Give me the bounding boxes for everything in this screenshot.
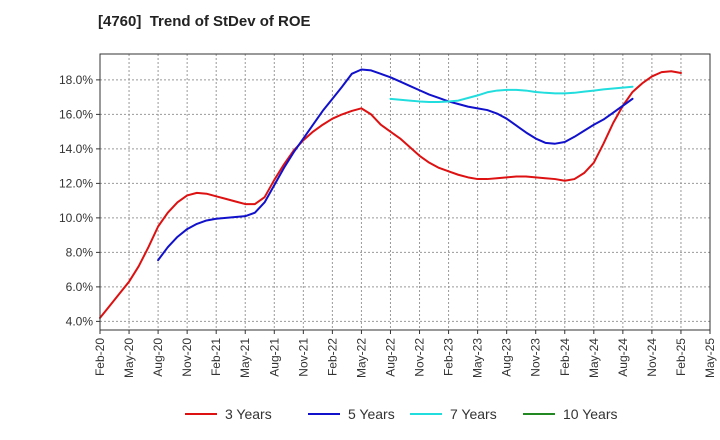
legend: 3 Years 5 Years 7 Years 10 Years (185, 406, 618, 422)
plot-frame (99, 53, 711, 331)
x-tick-label: Feb-24 (558, 338, 572, 376)
y-tick-label: 10.0% (59, 211, 93, 225)
axes: Feb-20 May-20 Aug-20 Nov-20 Feb-21 May-21 Aug-… (59, 53, 717, 378)
x-tick-label: Nov-20 (180, 338, 194, 377)
x-tick-label: Feb-23 (442, 338, 456, 376)
x-tick-label: Feb-20 (93, 338, 107, 376)
x-tick-label: Nov-24 (645, 338, 659, 377)
legend-label: 5 Years (348, 406, 395, 422)
y-tick-label: 14.0% (59, 142, 93, 156)
x-tick-label: Nov-21 (296, 338, 310, 377)
x-tick-label: May-23 (471, 338, 485, 378)
x-tick-label: Aug-21 (267, 338, 281, 377)
y-tick-label: 4.0% (66, 314, 94, 328)
y-tick-label: 8.0% (66, 245, 94, 259)
y-tick-label: 12.0% (59, 176, 93, 190)
legend-label: 7 Years (450, 406, 497, 422)
grid (100, 54, 710, 330)
series-line-3-years (99, 70, 682, 319)
x-tick-label: Aug-20 (151, 338, 165, 377)
chart-title: [4760] Trend of StDev of ROE (98, 13, 311, 30)
x-tick-label: Aug-24 (616, 338, 630, 377)
y-tick-label: 6.0% (66, 280, 94, 294)
x-tick-label: Nov-23 (529, 338, 543, 377)
x-tick-label: May-25 (703, 338, 717, 378)
x-tick-label: Aug-23 (500, 338, 514, 377)
x-tick-label: Feb-21 (209, 338, 223, 376)
y-tick-label: 18.0% (59, 73, 93, 87)
x-tick-label: Aug-22 (383, 338, 397, 377)
series-lines (99, 68, 682, 319)
x-tick-label: May-22 (354, 338, 368, 378)
series-line-7-years (389, 85, 634, 103)
y-tick-label: 16.0% (59, 107, 93, 121)
x-tick-label: Feb-22 (325, 338, 339, 376)
x-tick-label: Feb-25 (674, 338, 688, 376)
series-line-5-years (157, 68, 634, 262)
x-tick-label: May-21 (238, 338, 252, 378)
x-tick-label: Nov-22 (413, 338, 427, 377)
x-tick-label: May-20 (122, 338, 136, 378)
legend-label: 3 Years (225, 406, 272, 422)
x-tick-label: May-24 (587, 338, 601, 378)
legend-label: 10 Years (563, 406, 618, 422)
